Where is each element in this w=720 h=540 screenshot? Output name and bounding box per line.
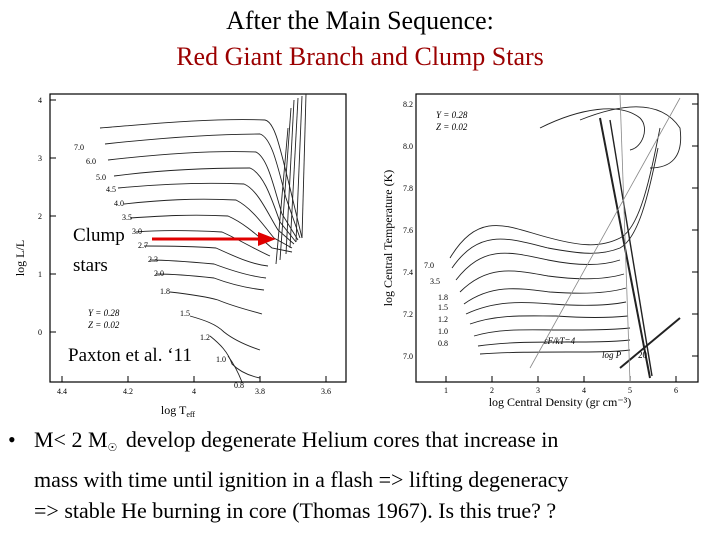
clump-annotation-line2: stars — [71, 254, 110, 278]
rho-t-x-tick-label: 3 — [536, 386, 540, 395]
rho-t-track-label: 7.0 — [424, 261, 434, 270]
hr-x-tick-label: 3.8 — [255, 387, 265, 396]
bullet-line-1-start: M< 2 M — [34, 427, 108, 452]
rho-t-y-tick-label: 7.8 — [403, 184, 413, 193]
hr-x-tick-label: 3.6 — [321, 387, 331, 396]
hr-x-tick-label: 4.2 — [123, 387, 133, 396]
rho-t-y-tick-label: 8.0 — [403, 142, 413, 151]
rho-t-y-tick-label: 7.2 — [403, 310, 413, 319]
rho-t-x-tick-label: 2 — [490, 386, 494, 395]
central-conditions-figure: 1 2 3 4 5 6 8.2 8.0 7.8 7.6 7.4 7.2 7.0 log Central … — [380, 88, 702, 418]
bullet-marker: • — [8, 427, 16, 452]
hr-y-tick-label: 3 — [38, 154, 42, 163]
rho-t-p-label: log P — [602, 350, 622, 360]
hr-track-label: 3.0 — [132, 227, 142, 236]
hr-track-label: 2.3 — [148, 255, 158, 264]
rho-t-track-label: 0.8 — [438, 339, 448, 348]
hr-x-tick-label: 4 — [192, 387, 196, 396]
rho-t-x-tick-label: 5 — [628, 386, 632, 395]
rho-t-x-label: log Central Density (gr cm⁻³) — [489, 395, 632, 409]
rho-t-ef-label: εF/kT=4 — [544, 336, 576, 346]
rho-t-plot-frame — [415, 93, 699, 383]
hr-track-label: 1.5 — [180, 309, 190, 318]
rho-t-track-label: 1.2 — [438, 315, 448, 324]
rho-t-y-tick-label: 8.2 — [403, 100, 413, 109]
hr-x-label: log Teff — [161, 403, 196, 419]
hr-diagram-figure: 4.4 4.2 4 3.8 3.6 4 3 2 1 0 log L/L log Teff — [10, 88, 348, 420]
rho-t-track-labels: 7.0 3.5 1.81.5 1.2 1.0 0.8 — [424, 261, 448, 348]
rho-t-y-tick-label: 7.4 — [403, 268, 413, 277]
hr-track-labels: 7.06.05.04.5 4.0 3.53.0 2.72.3 2.0 1.8 1.5 1.2 1… — [74, 143, 244, 390]
bullet-line-1-end: develop degenerate Helium cores that inc… — [120, 427, 559, 452]
central-conditions-svg: 1 2 3 4 5 6 8.2 8.0 7.8 7.6 7.4 7.2 7.0 log Central … — [381, 93, 699, 409]
hr-y-label: log L/L — [13, 240, 27, 276]
rho-t-x-tick-label: 6 — [674, 386, 678, 395]
rho-t-x-tick-label: 4 — [582, 386, 586, 395]
rho-t-y-tick-label: 7.0 — [403, 352, 413, 361]
hr-composition-y: Y = 0.28 — [88, 308, 120, 318]
hr-track-label: 1.0 — [216, 355, 226, 364]
hr-x-tick-label: 4.4 — [57, 387, 67, 396]
rho-t-y-tick-label: 7.6 — [403, 226, 413, 235]
bullet-text: M< 2 M☉ develop degenerate Helium cores … — [34, 424, 714, 526]
rho-t-composition-y: Y = 0.28 — [436, 110, 468, 120]
rho-t-x-tick-label: 1 — [444, 386, 448, 395]
bullet-line-2: mass with time until ignition in a flash… — [34, 467, 569, 492]
rho-t-tracks — [449, 93, 682, 383]
rho-t-composition-z: Z = 0.02 — [436, 122, 468, 132]
hr-y-tick-label: 0 — [38, 328, 42, 337]
rho-t-track-label: 1.5 — [438, 303, 448, 312]
hr-y-tick-label: 2 — [38, 212, 42, 221]
hr-track-label: 6.0 — [86, 157, 96, 166]
rho-t-p-value: 20 — [638, 350, 648, 360]
rho-t-y-label: log Central Temperature (K) — [381, 170, 395, 307]
hr-track-label: 3.5 — [122, 213, 132, 222]
bullet-line-3: => stable He burning in core (Thomas 196… — [34, 498, 557, 523]
hr-track-label: 4.5 — [106, 185, 116, 194]
hr-track-label: 2.0 — [154, 269, 164, 278]
hr-track-label: 5.0 — [96, 173, 106, 182]
hr-track-label: 7.0 — [74, 143, 84, 152]
bullet-line-1: M< 2 M☉ develop degenerate Helium cores … — [34, 424, 714, 464]
hr-ticks: 4.4 4.2 4 3.8 3.6 4 3 2 1 0 — [38, 96, 331, 396]
hr-y-tick-label: 4 — [38, 96, 42, 105]
hr-track-label: 1.8 — [160, 287, 170, 296]
hr-diagram-svg: 4.4 4.2 4 3.8 3.6 4 3 2 1 0 log L/L log Teff — [13, 93, 347, 419]
rho-t-ticks: 1 2 3 4 5 6 8.2 8.0 7.8 7.6 7.4 7.2 7.0 — [403, 100, 698, 395]
slide-title-line1: After the Main Sequence: — [226, 6, 494, 35]
hr-track-label: 2.7 — [138, 241, 148, 250]
hr-track-label: 0.8 — [234, 381, 244, 390]
hr-y-tick-label: 1 — [38, 270, 42, 279]
rho-t-track-label: 1.0 — [438, 327, 448, 336]
sun-symbol-icon: ☉ — [107, 442, 118, 454]
clump-annotation-line1: Clump — [71, 224, 127, 248]
hr-composition-z: Z = 0.02 — [88, 320, 120, 330]
credit-annotation: Paxton et al. ‘11 — [66, 344, 194, 368]
rho-t-track-label: 3.5 — [430, 277, 440, 286]
rho-t-track-label: 1.8 — [438, 293, 448, 302]
hr-track-label: 4.0 — [114, 199, 124, 208]
clump-arrow-icon — [152, 232, 276, 246]
slide-title-line2: Red Giant Branch and Clump Stars — [176, 42, 544, 71]
hr-track-label: 1.2 — [200, 333, 210, 342]
